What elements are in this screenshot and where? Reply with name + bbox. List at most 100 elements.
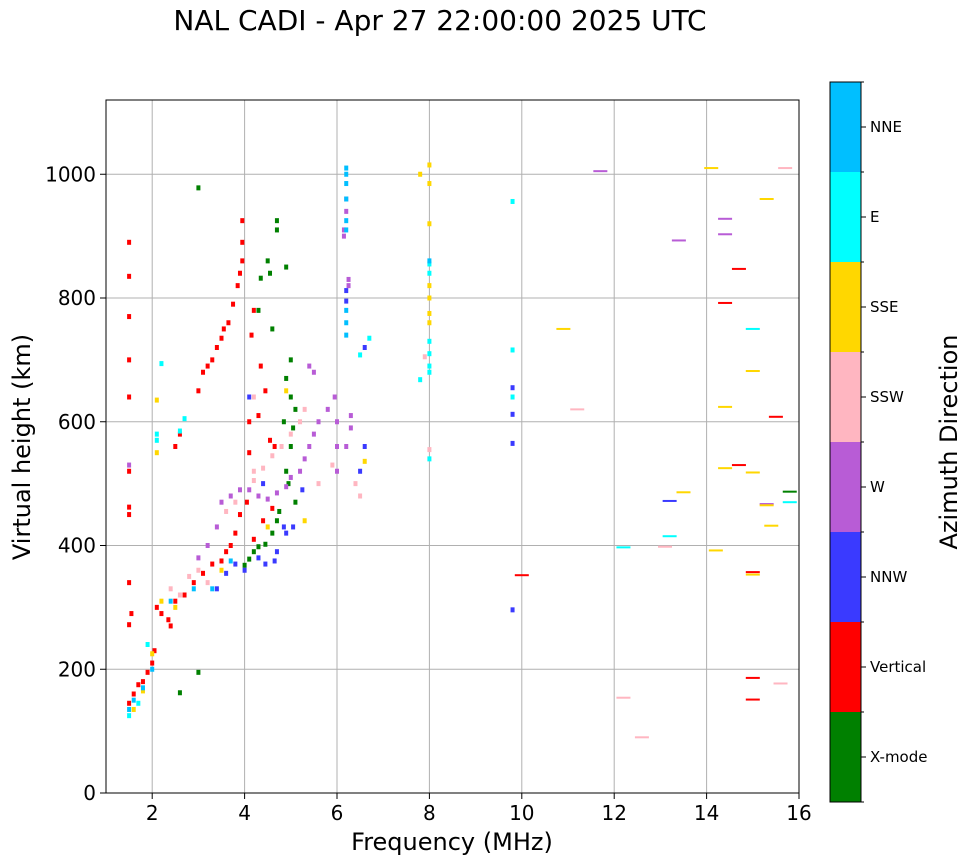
data-point-vertical xyxy=(140,679,145,685)
data-point-vertical xyxy=(210,561,215,567)
data-point-vertical xyxy=(127,394,132,400)
y-tick-label: 400 xyxy=(58,534,96,558)
data-point-w xyxy=(311,431,316,437)
colorbar-swatch xyxy=(830,622,861,712)
data-point-x-mode xyxy=(242,562,247,568)
data-point-x-mode xyxy=(274,227,279,233)
data-point-vertical xyxy=(201,570,206,576)
data-point-w xyxy=(228,493,233,499)
data-point-x-mode xyxy=(247,556,252,562)
data-point-e xyxy=(616,546,631,549)
data-point-nne xyxy=(127,706,132,712)
x-tick-label: 12 xyxy=(601,801,626,825)
data-point-w xyxy=(205,543,210,548)
data-point-w xyxy=(593,170,608,173)
colorbar-swatch xyxy=(830,262,861,352)
data-point-x-mode xyxy=(256,307,261,313)
data-point-e xyxy=(662,535,677,538)
y-tick-label: 0 xyxy=(83,781,96,805)
data-point-e xyxy=(154,431,159,437)
data-point-vertical xyxy=(718,301,733,304)
data-point-nne xyxy=(168,598,173,604)
data-point-e xyxy=(510,394,515,400)
colorbar-tick-label: Vertical xyxy=(870,658,926,676)
data-point-x-mode xyxy=(293,499,298,505)
data-point-nnw xyxy=(224,570,229,576)
data-point-sse xyxy=(427,310,432,316)
data-point-vertical xyxy=(263,388,268,394)
x-axis-label: Frequency (MHz) xyxy=(351,828,553,856)
colorbar-swatch xyxy=(830,442,861,532)
data-point-sse xyxy=(676,491,691,494)
data-point-e xyxy=(510,347,515,353)
data-point-e xyxy=(427,351,432,357)
data-point-vertical xyxy=(251,307,256,313)
data-point-vertical xyxy=(237,512,242,518)
data-point-vertical xyxy=(221,326,226,332)
x-tick-label: 8 xyxy=(423,801,436,825)
data-point-e xyxy=(177,428,182,434)
data-point-x-mode xyxy=(291,425,296,431)
data-point-ssw xyxy=(353,481,358,487)
data-point-vertical xyxy=(127,700,132,706)
colorbar-tick-label: X-mode xyxy=(870,748,927,766)
data-point-e xyxy=(154,437,159,443)
data-point-e xyxy=(427,261,432,267)
data-point-nnw xyxy=(300,487,305,493)
data-point-vertical xyxy=(214,345,219,350)
data-point-vertical xyxy=(127,512,132,518)
data-point-nnw xyxy=(510,607,515,613)
y-axis: 0 200 400 600 800 1000 xyxy=(45,162,106,805)
data-point-vertical xyxy=(247,419,252,425)
data-point-sse xyxy=(427,181,432,187)
data-point-w xyxy=(302,456,307,462)
colorbar-tick-label: NNE xyxy=(870,118,902,136)
data-point-sse xyxy=(427,162,432,168)
data-point-nne xyxy=(344,320,349,326)
data-point-nne xyxy=(344,181,349,187)
data-point-nne xyxy=(150,666,155,672)
data-point-vertical xyxy=(219,558,224,564)
data-point-e xyxy=(427,338,432,344)
data-point-w xyxy=(718,233,733,236)
data-point-nnw xyxy=(256,555,261,561)
data-point-ssw xyxy=(224,508,229,514)
data-point-nne xyxy=(191,586,196,592)
data-point-nne xyxy=(344,307,349,313)
data-point-vertical xyxy=(249,332,254,338)
colorbar-swatch xyxy=(830,532,861,622)
data-point-vertical xyxy=(127,273,132,279)
data-point-w xyxy=(671,239,686,242)
data-point-vertical xyxy=(145,669,150,675)
data-point-x-mode xyxy=(277,508,282,514)
data-point-nne xyxy=(140,685,145,691)
data-point-vertical xyxy=(235,283,240,289)
data-point-w xyxy=(219,499,224,505)
data-point-vertical xyxy=(191,580,196,586)
data-point-ssw xyxy=(233,499,238,505)
data-point-vertical xyxy=(166,617,171,623)
data-point-vertical xyxy=(731,267,746,270)
data-point-vertical xyxy=(224,549,229,555)
data-point-x-mode xyxy=(256,544,261,550)
data-point-nnw xyxy=(281,524,286,530)
data-point-nne xyxy=(344,227,349,233)
data-point-vertical xyxy=(514,574,529,577)
data-point-vertical xyxy=(150,660,155,666)
data-point-nne xyxy=(210,586,215,592)
data-point-ssw xyxy=(288,431,293,437)
data-point-sse xyxy=(265,524,270,530)
data-point-ssw xyxy=(279,444,284,449)
data-point-nne xyxy=(131,697,136,703)
data-point-e xyxy=(136,700,141,706)
data-point-nnw xyxy=(362,444,367,449)
data-point-sse xyxy=(140,688,145,694)
y-tick-label: 1000 xyxy=(45,162,96,186)
data-point-e xyxy=(427,270,432,276)
data-point-ssw xyxy=(177,592,182,598)
data-point-e xyxy=(182,416,187,422)
data-point-w xyxy=(265,496,270,502)
data-point-sse xyxy=(764,524,779,527)
x-tick-label: 14 xyxy=(694,801,719,825)
